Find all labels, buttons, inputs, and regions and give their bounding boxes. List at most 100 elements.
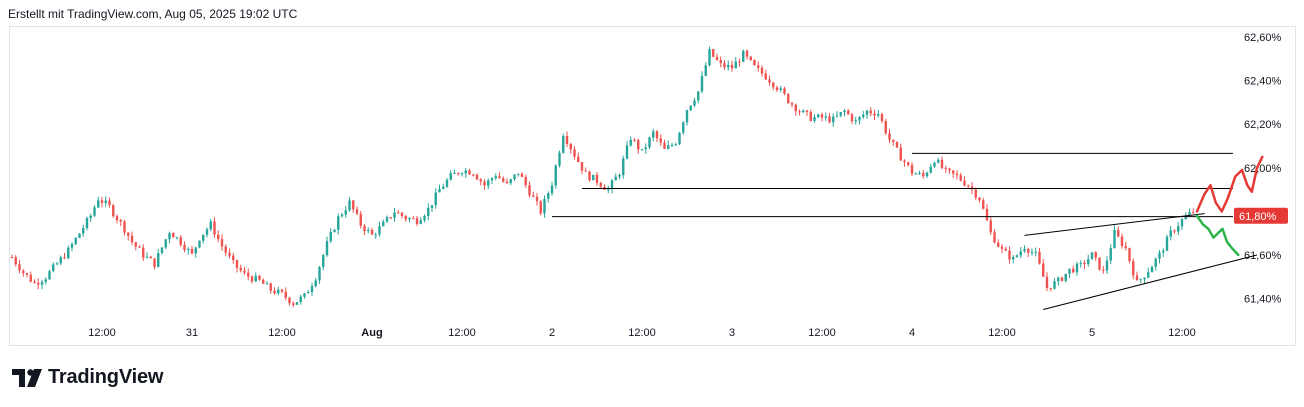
candle-body: [1109, 248, 1112, 261]
candle-body: [352, 200, 355, 210]
candle-body: [157, 253, 160, 267]
candle-body: [734, 61, 737, 69]
candle-body: [689, 105, 692, 111]
candle-body: [307, 291, 310, 294]
candle-body: [1128, 248, 1131, 262]
candle-body: [1165, 236, 1169, 251]
candle-body: [948, 168, 951, 171]
candle-body: [1004, 248, 1007, 251]
candle-body: [907, 162, 910, 166]
candle-body: [370, 229, 374, 235]
tradingview-logo[interactable]: TradingView: [12, 366, 163, 389]
candle-body: [888, 133, 891, 140]
candle-body: [1072, 268, 1075, 273]
candle-body: [749, 56, 752, 60]
candle-body: [509, 179, 512, 184]
candle-body: [205, 229, 209, 235]
candle-body: [367, 229, 370, 231]
candle-body: [813, 117, 816, 121]
candle-body: [569, 143, 572, 150]
forecast-down-path: [1195, 214, 1240, 257]
candle-body: [783, 88, 786, 94]
candle-body: [607, 189, 610, 191]
candle-body: [652, 131, 655, 138]
candle-body: [802, 110, 805, 113]
candle-body: [190, 248, 194, 254]
candle-body: [123, 221, 126, 233]
candle-body: [449, 173, 452, 180]
x-tick-label: Aug: [361, 327, 382, 339]
candle-body: [700, 75, 704, 92]
candle-body: [633, 139, 636, 141]
candle-body: [82, 228, 85, 234]
candle-body: [468, 170, 471, 175]
candle-body: [1060, 277, 1064, 281]
candle-body: [554, 165, 557, 186]
candle-body: [1083, 262, 1086, 265]
candle-body: [490, 178, 494, 181]
candle-body: [779, 88, 782, 91]
candle-body: [847, 110, 850, 115]
candle-body: [550, 185, 554, 194]
candle-body: [1150, 266, 1154, 273]
candle-body: [483, 181, 486, 186]
candle-body: [1105, 260, 1109, 271]
candle-body: [295, 302, 299, 305]
candle-body: [25, 273, 29, 275]
candle-body: [1177, 226, 1180, 232]
candle-body: [89, 215, 92, 219]
candle-body: [622, 158, 625, 175]
candle-body: [505, 181, 509, 184]
candle-body: [937, 159, 940, 163]
brand-name: TradingView: [48, 366, 164, 388]
candle-body: [160, 247, 164, 254]
candle-body: [858, 116, 861, 121]
candle-body: [78, 233, 81, 238]
candle-body: [333, 229, 336, 232]
x-tick-label: 12:00: [628, 327, 656, 339]
candle-body: [798, 111, 801, 113]
candle-body: [472, 174, 475, 176]
candle-body: [824, 116, 827, 118]
candle-body: [40, 281, 44, 285]
candle-body: [580, 162, 584, 171]
candle-body: [393, 212, 396, 218]
candle-body: [1117, 229, 1120, 237]
candle-body: [528, 185, 531, 196]
candle-body: [1034, 251, 1037, 253]
candle-body: [985, 208, 989, 221]
candle-body: [640, 149, 644, 151]
candle-body: [997, 242, 1000, 247]
x-tick-label: 5: [1089, 327, 1095, 339]
candle-body: [175, 237, 179, 239]
candle-body: [44, 279, 47, 282]
candle-body: [202, 234, 205, 241]
candle-body: [588, 171, 591, 181]
candle-body: [269, 283, 272, 291]
candle-body: [727, 64, 730, 68]
candle-body: [70, 244, 74, 248]
candle-body: [565, 136, 569, 144]
candle-body: [363, 225, 366, 231]
chart-area[interactable]: [9, 26, 1296, 346]
candle-body: [835, 115, 839, 117]
candle-body: [149, 256, 152, 259]
candle-body: [412, 218, 415, 220]
candle-body: [584, 170, 587, 172]
candle-body: [775, 87, 779, 91]
candle-body: [1038, 251, 1041, 264]
candle-body: [764, 73, 767, 80]
candle-body: [1000, 246, 1004, 249]
candle-body: [1158, 252, 1161, 259]
candle-body: [1192, 212, 1195, 214]
candle-body: [843, 110, 846, 113]
candle-body: [895, 141, 899, 148]
candle-body: [805, 110, 809, 112]
candle-body: [29, 274, 32, 282]
candle-body: [655, 131, 659, 139]
candle-body: [14, 257, 17, 265]
candle-body: [869, 110, 872, 114]
candle-body: [258, 275, 261, 280]
candle-body: [865, 110, 869, 115]
